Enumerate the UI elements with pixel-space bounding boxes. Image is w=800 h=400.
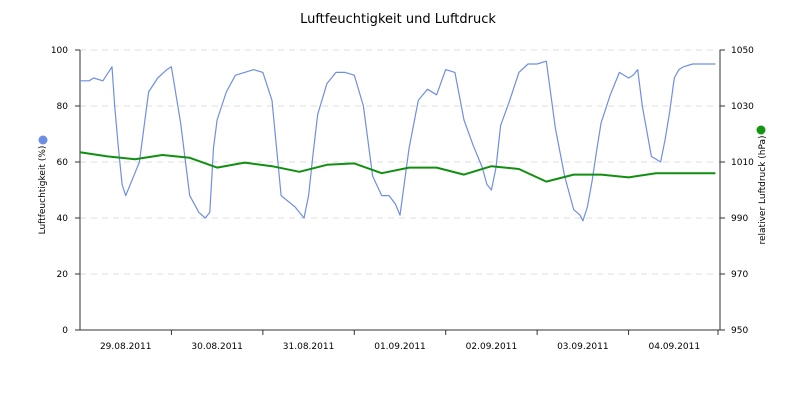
y-right-axis-label: relativer Luftdruck (hPa): [758, 135, 768, 244]
x-tick-label: 04.09.2011: [649, 342, 701, 352]
y-left-tick-label: 60: [57, 158, 69, 168]
x-tick-label: 03.09.2011: [557, 342, 609, 352]
y-right-tick-label: 970: [731, 270, 748, 280]
pressure-legend-dot: [756, 125, 766, 135]
humidity-legend-dot: [38, 135, 48, 145]
y-right-tick-label: 990: [731, 214, 748, 224]
chart-title: Luftfeuchtigkeit und Luftdruck: [300, 12, 496, 27]
y-left-tick-label: 40: [57, 214, 69, 224]
y-right-tick-label: 950: [731, 326, 748, 336]
x-tick-label: 02.09.2011: [466, 342, 518, 352]
x-tick-label: 31.08.2011: [283, 342, 335, 352]
y-left-tick-label: 0: [62, 326, 68, 336]
y-right-tick-label: 1030: [731, 102, 754, 112]
y-left-tick-label: 100: [51, 46, 68, 56]
y-left-tick-label: 80: [57, 102, 69, 112]
x-tick-label: 30.08.2011: [191, 342, 243, 352]
y-left-tick-label: 20: [57, 270, 69, 280]
x-tick-label: 01.09.2011: [374, 342, 426, 352]
y-right-tick-label: 1010: [731, 158, 754, 168]
series-layer: [79, 60, 716, 222]
series-line-humidity: [80, 60, 716, 222]
y-right-tick-label: 1050: [731, 46, 754, 56]
axes-layer: [75, 49, 725, 335]
labels-layer: 0 950 20 970 40 990 60 1010 80 1030 100 1050 29.08.2…: [38, 46, 766, 352]
x-tick-label: 29.08.2011: [100, 342, 152, 352]
y-left-axis-label: Luftfeuchtigkeit (%): [38, 146, 48, 235]
series-line-pressure: [79, 151, 716, 183]
grid-layer: [80, 49, 720, 275]
